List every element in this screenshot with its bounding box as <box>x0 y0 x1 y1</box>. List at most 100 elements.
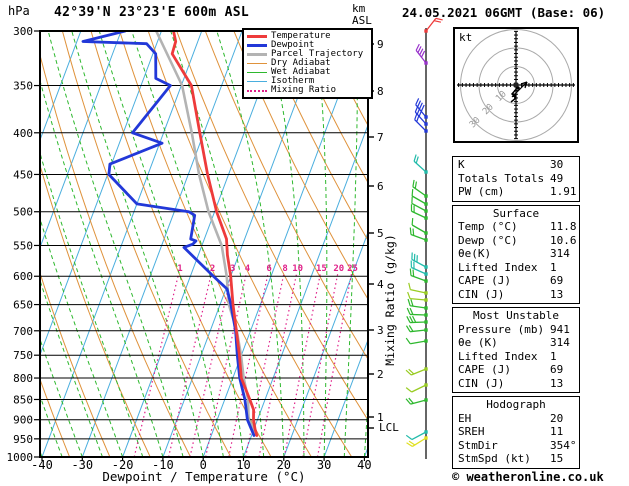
mixing-ratio-labels: 1 2 3 4 6 8 10 15 20 25 <box>177 264 358 274</box>
stat-value: 11 <box>550 425 564 438</box>
wind-barb <box>405 397 428 405</box>
stat-row: CAPE (J) 69 <box>453 363 579 377</box>
plot-area: 1 2 3 4 6 8 10 15 20 25 <box>40 31 368 457</box>
asl-axis-unit: ASL <box>352 14 372 27</box>
stat-row: Dewp (°C) 10.6 <box>453 234 579 248</box>
svg-text:25: 25 <box>347 264 358 274</box>
svg-text:10: 10 <box>292 264 303 274</box>
svg-text:1: 1 <box>177 264 182 274</box>
legend-label: Dry Adiabat <box>271 58 331 68</box>
svg-text:30: 30 <box>317 458 331 472</box>
panel-header: Surface <box>492 206 540 220</box>
svg-text:8: 8 <box>377 85 384 98</box>
stat-row: StmSpd (kt) 15 <box>453 452 579 466</box>
svg-text:650: 650 <box>13 299 33 312</box>
svg-text:0: 0 <box>200 458 207 472</box>
wind-barb <box>414 112 428 133</box>
km-axis-unit: km <box>352 2 366 15</box>
stat-label: SREH <box>458 425 485 438</box>
legend-swatch-dewpoint <box>247 44 267 47</box>
stat-label: PW (cm) <box>458 185 505 198</box>
stat-value: 11.8 <box>550 220 577 233</box>
wet-adiabats <box>40 31 368 457</box>
stat-value: 354° <box>550 438 577 452</box>
wind-barb <box>405 337 428 345</box>
legend-label: Wet Adiabat <box>271 67 331 77</box>
svg-text:-20: -20 <box>112 458 134 472</box>
stat-row: StmDir 354° <box>453 439 579 453</box>
stat-label: θe(K) <box>458 247 492 260</box>
stat-value: 1 <box>550 349 557 363</box>
svg-text:10: 10 <box>236 458 250 472</box>
mixing-ratio-lines <box>133 273 353 457</box>
stat-value: 20 <box>550 411 564 425</box>
stat-value: 1.91 <box>550 185 577 198</box>
wind-barb <box>405 383 428 393</box>
svg-text:300: 300 <box>13 25 33 38</box>
wind-barb <box>411 252 428 269</box>
stat-label: CAPE (J) <box>458 274 511 287</box>
legend-item: Dewpoint <box>247 41 371 50</box>
station-title: 42°39'N 23°23'E 600m ASL <box>54 5 250 20</box>
legend-item: Mixing Ratio <box>247 86 371 95</box>
wind-barb <box>406 307 428 317</box>
dewpoint-curve <box>81 31 256 437</box>
svg-text:20: 20 <box>277 458 291 472</box>
wind-barb <box>412 179 428 198</box>
stat-row: Lifted Index 1 <box>453 261 579 275</box>
stat-row: K 30 <box>453 158 579 172</box>
stat-row: PW (cm) 1.91 <box>453 185 579 199</box>
stat-label: Pressure (mb) <box>458 322 545 336</box>
legend-swatch-wet-adiabat <box>247 71 267 74</box>
svg-text:500: 500 <box>13 206 33 219</box>
svg-text:850: 850 <box>13 393 33 406</box>
stat-row: Temp (°C) 11.8 <box>453 220 579 234</box>
svg-text:450: 450 <box>13 168 33 181</box>
stat-label: CIN (J) <box>458 287 505 301</box>
panel-header: Most Unstable <box>472 309 560 322</box>
stat-label: θe (K) <box>458 336 498 349</box>
temperature-curve <box>170 31 259 437</box>
legend-swatch-mixing-ratio <box>247 89 267 92</box>
stat-row: CIN (J) 13 <box>453 377 579 391</box>
stat-label: StmDir <box>458 438 498 452</box>
svg-text:-10: -10 <box>152 458 174 472</box>
stat-value: 1 <box>550 260 557 274</box>
legend-label: Parcel Trajectory <box>271 49 364 59</box>
stat-value: 314 <box>550 336 570 349</box>
wind-barb <box>411 196 428 213</box>
pressure-axis-unit: hPa <box>8 4 30 18</box>
stat-row: CIN (J) 13 <box>453 288 579 302</box>
stats-panel-hodograph: Hodograph EH 20 SREH 11 StmDir 354° StmSpd (kt)… <box>452 396 580 469</box>
wind-barb <box>406 436 428 448</box>
stat-row: Totals Totals 49 <box>453 172 579 186</box>
stat-row: Pressure (mb) 941 <box>453 323 579 337</box>
svg-text:950: 950 <box>13 433 33 446</box>
svg-text:2: 2 <box>210 264 215 274</box>
legend-item: Dry Adiabat <box>247 59 371 68</box>
svg-text:8: 8 <box>282 264 287 274</box>
wind-barb <box>409 227 428 242</box>
legend-item: Isotherm <box>247 77 371 86</box>
svg-text:4: 4 <box>377 278 384 291</box>
stat-row: CAPE (J) 69 <box>453 274 579 288</box>
stat-label: K <box>458 158 465 171</box>
pressure-axis: 300 350 400 450 500 550 600 650 700 750 800 850 900 9… <box>7 25 40 464</box>
wind-barb <box>407 298 428 310</box>
stat-value: 69 <box>550 274 564 287</box>
svg-text:800: 800 <box>13 372 33 385</box>
legend-label: Temperature <box>271 31 331 41</box>
stat-label: CAPE (J) <box>458 363 511 376</box>
wind-barb <box>410 260 428 276</box>
svg-text:1: 1 <box>377 411 384 424</box>
svg-text:-40: -40 <box>31 458 53 472</box>
temperature-axis-label: Dewpoint / Temperature (°C) <box>102 469 306 484</box>
stats-panel: K 30 Totals Totals 49 PW (cm) 1.91 <box>452 156 580 202</box>
pressure-gridlines <box>40 85 368 440</box>
stat-value: 10.6 <box>550 233 577 247</box>
svg-text:20: 20 <box>333 264 344 274</box>
svg-text:6: 6 <box>266 264 271 274</box>
legend-swatch-parcel-trajectory <box>247 53 267 56</box>
legend-label: Isotherm <box>271 76 315 86</box>
